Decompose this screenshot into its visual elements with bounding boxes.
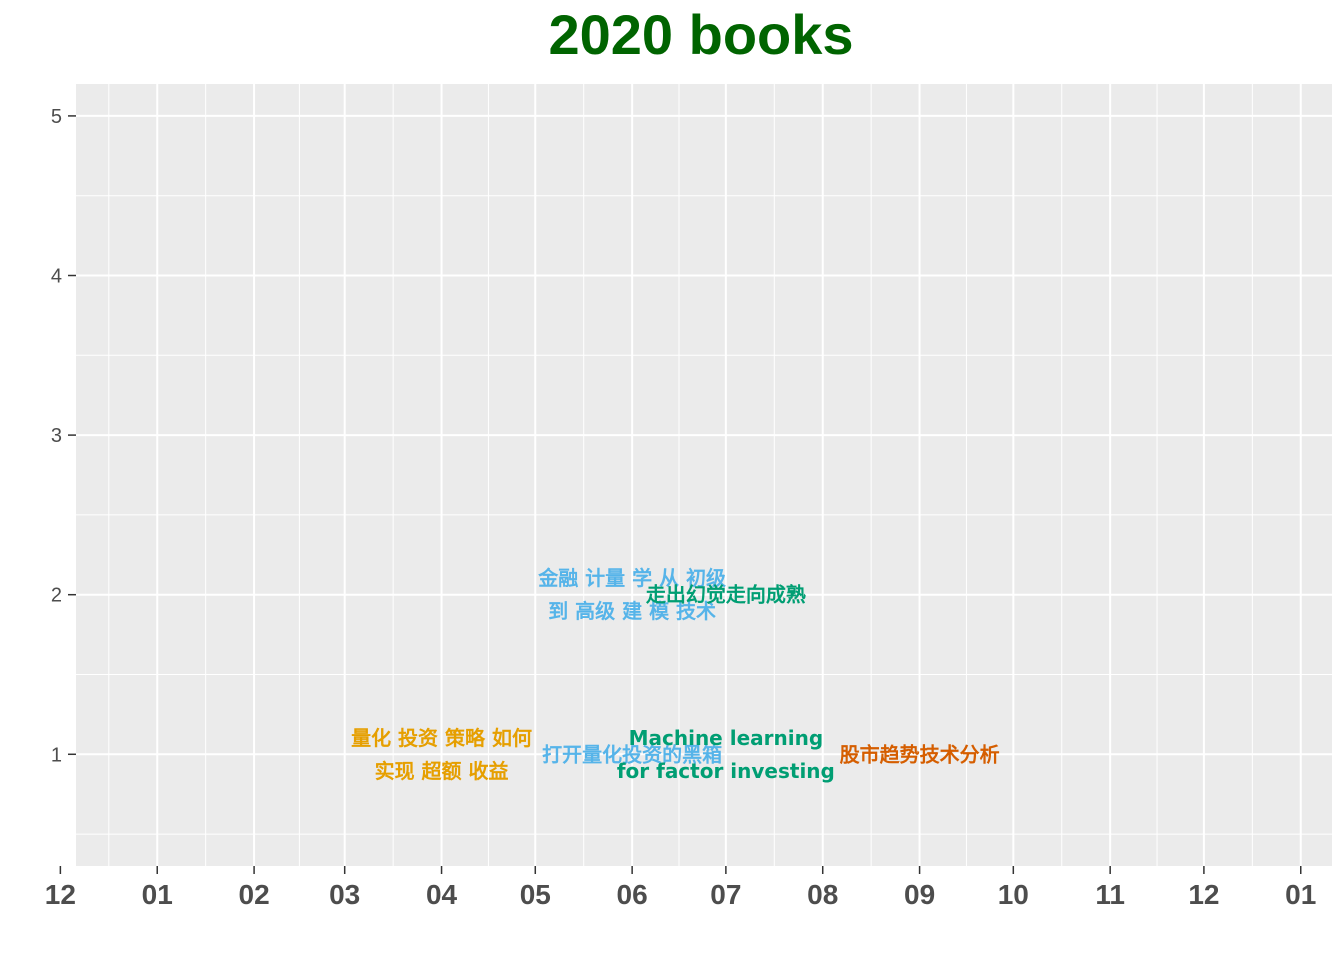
- y-tick-label: 2: [51, 585, 62, 607]
- x-tick-label: 10: [998, 879, 1029, 910]
- x-tick-label: 02: [239, 879, 270, 910]
- x-tick-label: 12: [1188, 879, 1219, 910]
- book-label-line: 到 高级 建 模 技术: [548, 599, 716, 623]
- y-tick-label: 4: [51, 266, 62, 288]
- book-label-line: 实现 超额 收益: [375, 759, 509, 783]
- book-label: 走出幻觉走向成熟: [646, 583, 806, 607]
- book-label: Machine learning for factor investing: [617, 726, 835, 783]
- y-tick-label: 5: [51, 106, 62, 128]
- x-tick-label: 01: [142, 879, 173, 910]
- book-label-line: 股市趋势技术分析: [840, 742, 1000, 766]
- x-tick-label: 03: [329, 879, 360, 910]
- x-tick-label: 07: [710, 879, 741, 910]
- book-label: 量化 投资 策略 如何实现 超额 收益: [351, 726, 532, 783]
- x-tick-label: 01: [1285, 879, 1316, 910]
- x-axis: 12 01 02 03 04 05 06 07 08 09 10 11 12 01: [45, 866, 1316, 910]
- y-axis: 1 2 3 4 5: [51, 106, 76, 766]
- minor-gridlines: [76, 84, 1332, 866]
- book-label: 金融 计量 学 从 初级到 高级 建 模 技术: [537, 566, 726, 623]
- major-gridlines: [59, 84, 1332, 866]
- x-tick-label: 12: [45, 879, 76, 910]
- x-tick-label: 09: [904, 879, 935, 910]
- x-tick-label: 08: [807, 879, 838, 910]
- plot-panel: [76, 84, 1332, 866]
- y-tick-label: 3: [51, 425, 62, 447]
- book-label-line: 量化 投资 策略 如何: [351, 726, 532, 750]
- book-label: 股市趋势技术分析: [840, 742, 1000, 766]
- x-tick-label: 05: [520, 879, 551, 910]
- x-tick-label: 11: [1095, 879, 1125, 910]
- x-tick-label: 04: [426, 879, 458, 910]
- book-label-line: 走出幻觉走向成熟: [646, 583, 806, 607]
- y-tick-label: 1: [51, 744, 62, 766]
- book-label-line: for factor investing: [617, 759, 835, 783]
- book-label-line: 金融 计量 学 从 初级: [537, 566, 726, 590]
- book-label-line: Machine learning: [629, 726, 824, 750]
- book-label: 打开量化投资的黑箱: [542, 742, 722, 766]
- chart-title: 2020 books: [548, 3, 854, 66]
- x-tick-label: 06: [617, 879, 648, 910]
- book-label-line: 打开量化投资的黑箱: [542, 742, 722, 766]
